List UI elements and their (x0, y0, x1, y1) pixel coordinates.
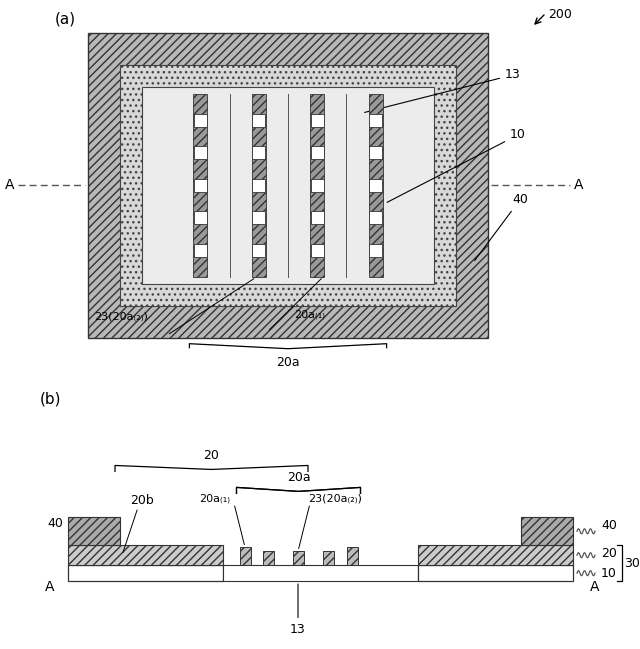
Bar (252, 146, 266, 159)
Text: 20a₍₁₎: 20a₍₁₎ (199, 493, 230, 504)
Text: A: A (590, 580, 600, 594)
Bar (310, 244, 324, 257)
Bar (252, 114, 266, 127)
Bar (194, 179, 207, 192)
Bar (68, 517, 120, 545)
Text: 20: 20 (601, 546, 617, 559)
Bar (310, 94, 324, 276)
Bar (120, 65, 456, 306)
Text: A: A (574, 178, 584, 192)
Text: 40: 40 (47, 517, 63, 530)
Text: 20b: 20b (130, 495, 154, 508)
Bar (310, 114, 324, 127)
Bar (252, 244, 266, 257)
Bar (194, 212, 207, 225)
Text: A: A (4, 178, 14, 192)
Text: 20a: 20a (276, 356, 300, 369)
Bar (418, 565, 573, 581)
Bar (310, 212, 324, 225)
Bar (68, 565, 223, 581)
Bar (323, 551, 333, 565)
Bar (310, 179, 324, 192)
Bar (346, 547, 358, 565)
Bar (521, 517, 573, 545)
Bar (223, 565, 418, 581)
Text: 13: 13 (365, 68, 521, 112)
Bar (142, 87, 434, 284)
Bar (369, 179, 382, 192)
Bar (193, 94, 207, 276)
Bar (369, 94, 383, 276)
Text: 40: 40 (601, 519, 617, 532)
Text: 200: 200 (548, 8, 572, 21)
Bar (310, 146, 324, 159)
Text: (b): (b) (40, 391, 61, 407)
Bar (369, 212, 382, 225)
Text: 13: 13 (290, 584, 306, 636)
Text: A: A (45, 580, 54, 594)
Bar (292, 551, 303, 565)
Bar (239, 547, 250, 565)
Bar (68, 545, 223, 565)
Bar (194, 244, 207, 257)
Text: 10: 10 (601, 567, 617, 580)
Text: 20: 20 (204, 450, 220, 463)
Bar (252, 212, 266, 225)
Text: (a): (a) (55, 12, 76, 27)
Bar (418, 545, 573, 565)
Bar (194, 146, 207, 159)
Text: 23(20a₍₂₎): 23(20a₍₂₎) (308, 493, 362, 504)
Bar (194, 114, 207, 127)
Text: 20a₍₁₎: 20a₍₁₎ (294, 310, 325, 320)
Bar (369, 146, 382, 159)
Text: 10: 10 (387, 129, 526, 202)
Bar (262, 551, 273, 565)
Bar (369, 114, 382, 127)
Text: 40: 40 (475, 193, 528, 260)
Bar (88, 33, 488, 337)
Bar (252, 94, 266, 276)
Text: 30: 30 (624, 557, 640, 570)
Bar (369, 244, 382, 257)
Bar (252, 179, 266, 192)
Text: 20a: 20a (287, 471, 310, 484)
Text: 23(20a₍₂₎): 23(20a₍₂₎) (95, 312, 148, 322)
